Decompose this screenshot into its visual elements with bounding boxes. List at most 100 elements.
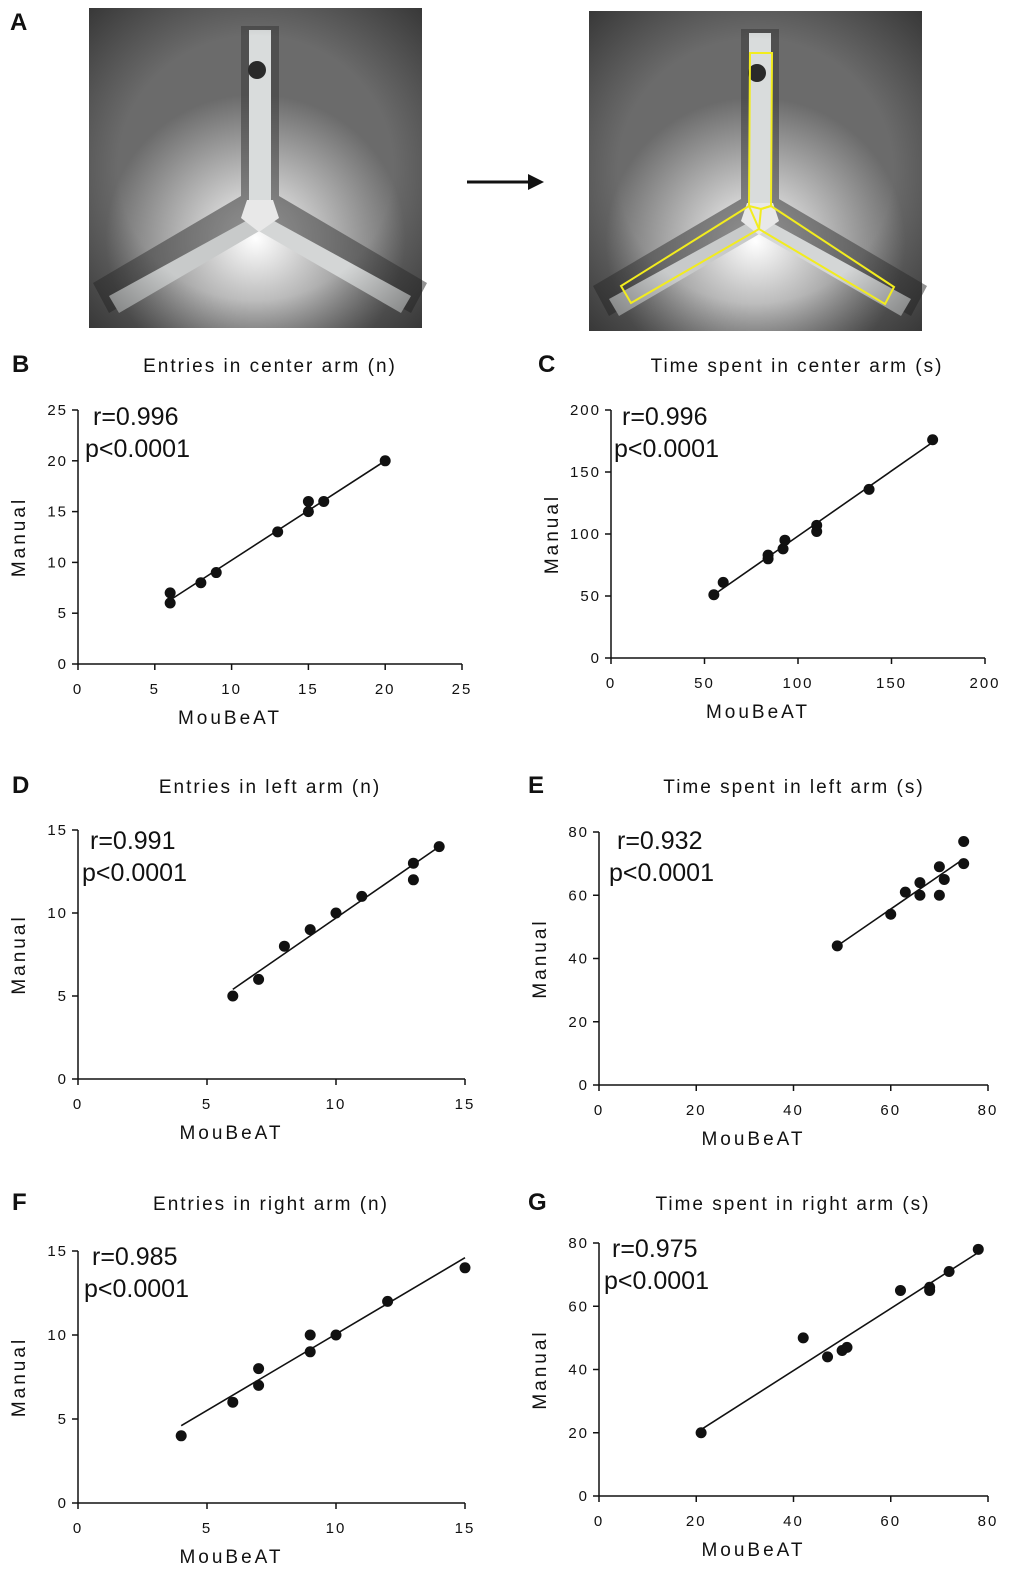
x-axis-label-f: MouBeAT xyxy=(179,1547,283,1568)
y-tick-label: 10 xyxy=(47,905,68,922)
data-point xyxy=(927,434,939,446)
panel-letter-a: A xyxy=(10,9,27,36)
data-point xyxy=(379,455,391,467)
data-point xyxy=(958,835,970,847)
chart-g: G Time spent in right arm (s) 0 20 40 60 80 0 20… xyxy=(528,1189,999,1561)
chart-title-c: Time spent in center arm (s) xyxy=(651,356,944,377)
regression-line-c xyxy=(713,441,934,596)
data-point xyxy=(933,861,945,873)
x-axis-label-c: MouBeAT xyxy=(706,702,810,723)
chart-b: B Entries in center arm (n) 0 5 10 15 20 25 0 5 10… xyxy=(9,351,473,729)
y-tick-label: 200 xyxy=(570,402,601,419)
x-tick-label: 5 xyxy=(150,681,160,698)
y-axis-label-g: Manual xyxy=(530,1329,551,1409)
data-point xyxy=(195,577,207,589)
p-value-d: p<0.0001 xyxy=(82,859,187,887)
y-tick-label: 0 xyxy=(58,1071,68,1088)
x-tick-label: 5 xyxy=(202,1520,212,1537)
data-point xyxy=(253,1379,265,1391)
x-tick-label: 40 xyxy=(783,1102,804,1119)
data-point xyxy=(175,1430,187,1442)
x-tick-label: 0 xyxy=(606,675,616,692)
x-tick-label: 200 xyxy=(969,675,1000,692)
data-point xyxy=(210,567,222,579)
y-axis-label-b: Manual xyxy=(9,497,30,577)
chart-f: F Entries in right arm (n) 0 5 10 15 0 5 10 15 Mou… xyxy=(9,1189,476,1568)
x-tick-label: 0 xyxy=(594,1513,604,1530)
regression-line-g xyxy=(700,1251,979,1431)
correlation-r-f: r=0.985 xyxy=(92,1243,178,1271)
data-point xyxy=(894,1284,906,1296)
y-tick-label: 5 xyxy=(58,1411,68,1428)
ymaze-photo-raw xyxy=(89,8,427,328)
charts: B Entries in center arm (n) 0 5 10 15 20 25 0 5 10… xyxy=(9,351,1000,1568)
y-tick-label: 0 xyxy=(58,1495,68,1512)
data-point xyxy=(304,1329,316,1341)
zone-overlay xyxy=(619,52,896,306)
data-point xyxy=(899,886,911,898)
chart-title-f: Entries in right arm (n) xyxy=(153,1194,389,1215)
data-point xyxy=(914,877,926,889)
y-axis-label-c: Manual xyxy=(542,494,563,574)
chart-title-b: Entries in center arm (n) xyxy=(143,356,397,377)
x-tick-label: 10 xyxy=(221,681,242,698)
y-tick-label: 40 xyxy=(568,1362,589,1379)
y-tick-label: 5 xyxy=(58,605,68,622)
chart-title-g: Time spent in right arm (s) xyxy=(655,1194,930,1215)
data-point xyxy=(943,1265,955,1277)
ymaze-photo-zones xyxy=(589,11,927,331)
panel-letter-c: C xyxy=(538,351,555,378)
x-tick-label: 0 xyxy=(73,1096,83,1113)
x-axis-label-d: MouBeAT xyxy=(179,1123,283,1144)
data-point xyxy=(933,889,945,901)
data-point xyxy=(356,890,368,902)
panel-letter-f: F xyxy=(12,1189,27,1216)
y-tick-label: 0 xyxy=(579,1488,589,1505)
data-point xyxy=(822,1351,834,1363)
data-point xyxy=(318,495,330,507)
x-tick-label: 60 xyxy=(880,1513,901,1530)
panel-letter-g: G xyxy=(528,1189,547,1216)
data-point xyxy=(972,1243,984,1255)
data-point xyxy=(695,1427,707,1439)
x-tick-label: 20 xyxy=(686,1513,707,1530)
y-tick-label: 25 xyxy=(47,402,68,419)
y-tick-label: 0 xyxy=(58,656,68,673)
x-tick-label: 20 xyxy=(686,1102,707,1119)
data-point xyxy=(407,857,419,869)
chart-title-e: Time spent in left arm (s) xyxy=(663,777,924,798)
x-tick-label: 20 xyxy=(375,681,396,698)
x-tick-label: 15 xyxy=(455,1520,476,1537)
x-tick-label: 150 xyxy=(876,675,907,692)
p-value-f: p<0.0001 xyxy=(84,1275,189,1303)
chart-d: D Entries in left arm (n) 0 5 10 15 0 5 10 15 MouB… xyxy=(9,772,476,1144)
data-point xyxy=(717,576,729,588)
y-tick-label: 20 xyxy=(47,453,68,470)
p-value-e: p<0.0001 xyxy=(609,859,714,887)
x-axis-label-e: MouBeAT xyxy=(701,1129,805,1150)
x-tick-label: 80 xyxy=(978,1513,999,1530)
data-point xyxy=(330,1329,342,1341)
data-point xyxy=(777,543,789,555)
data-point xyxy=(302,495,314,507)
correlation-r-e: r=0.932 xyxy=(617,827,703,855)
correlation-r-c: r=0.996 xyxy=(622,403,708,431)
x-axis-label-b: MouBeAT xyxy=(178,708,282,729)
x-tick-label: 25 xyxy=(452,681,473,698)
y-tick-label: 10 xyxy=(47,1327,68,1344)
y-axis-label-e: Manual xyxy=(530,918,551,998)
x-tick-label: 15 xyxy=(455,1096,476,1113)
data-point xyxy=(938,873,950,885)
data-point xyxy=(841,1341,853,1353)
data-point xyxy=(958,858,970,870)
y-tick-label: 20 xyxy=(568,1014,589,1031)
data-point xyxy=(924,1281,936,1293)
data-point xyxy=(164,597,176,609)
y-tick-label: 20 xyxy=(568,1425,589,1442)
x-tick-label: 15 xyxy=(298,681,319,698)
panel-letter-b: B xyxy=(12,351,29,378)
data-point xyxy=(278,940,290,952)
x-tick-label: 0 xyxy=(73,1520,83,1537)
data-point xyxy=(811,519,823,531)
x-tick-label: 50 xyxy=(694,675,715,692)
